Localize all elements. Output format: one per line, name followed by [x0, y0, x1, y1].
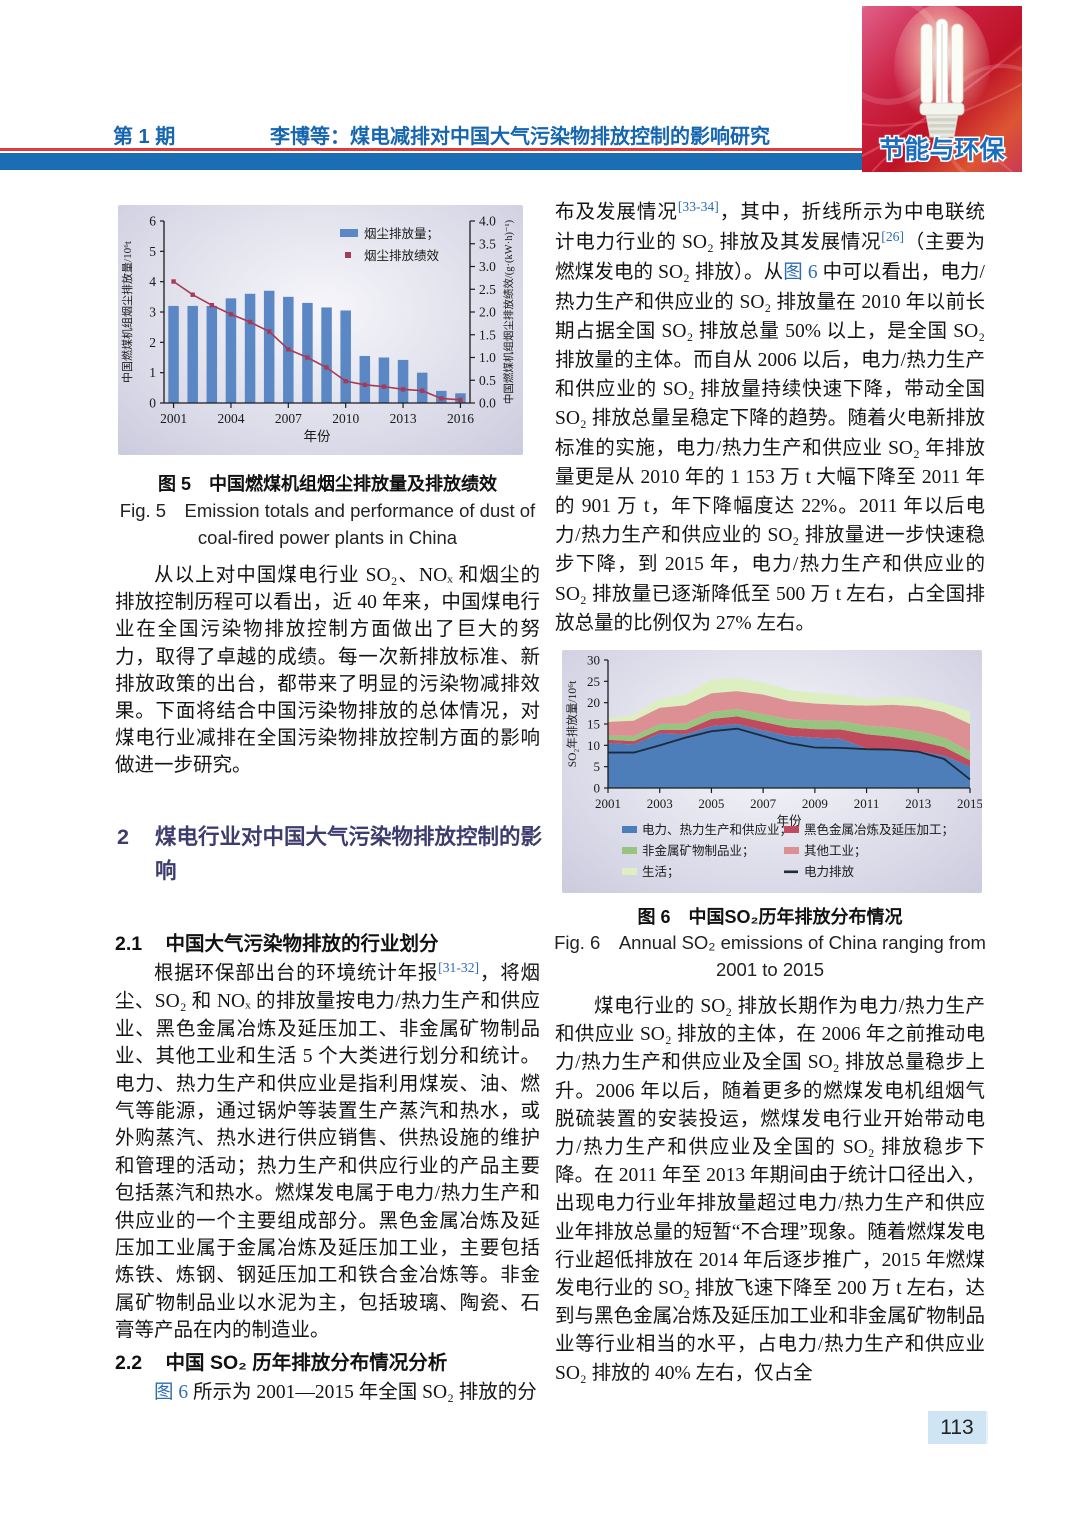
paragraph: 图 6 所示为 2001—2015 年全国 SO₂ 排放的分: [154, 1382, 537, 1403]
page-number: 113: [928, 1411, 988, 1444]
fig5-dust-emissions-chart: 0 1 2 3 4 5 6 0.0 0.5 1.0 1.5 2.0 2.5 3.0 3.5 4.0 2001 20…: [120, 214, 515, 445]
svg-text:6: 6: [149, 214, 156, 229]
section-2-heading: 2 煤电行业对中国大气污染物排放控制的影响: [115, 820, 555, 888]
svg-text:SO₂年排放量/10⁶t: SO₂年排放量/10⁶t: [565, 680, 579, 767]
section-2-1-title: 中国大气污染物排放的行业划分: [165, 933, 439, 955]
svg-text:30: 30: [587, 653, 600, 668]
svg-text:2007: 2007: [750, 796, 777, 811]
svg-text:1: 1: [149, 365, 156, 380]
citation-link[interactable]: [33-34]: [677, 198, 719, 214]
svg-text:中国燃煤机组烟尘排放绩效/(g·(kW·h)⁻¹): 中国燃煤机组烟尘排放绩效/(g·(kW·h)⁻¹): [502, 219, 515, 404]
svg-text:电力排放: 电力排放: [804, 864, 855, 879]
svg-text:中国燃煤机组烟尘排放量/10⁶t: 中国燃煤机组烟尘排放量/10⁶t: [120, 241, 134, 383]
svg-text:其他工业；: 其他工业；: [804, 844, 867, 858]
logo-text: 节能与环保: [879, 135, 1005, 164]
svg-text:15: 15: [587, 717, 600, 732]
section-2-2-heading: 2.2 中国 SO₂ 历年排放分布情况分析: [115, 1346, 447, 1375]
fig6-so2-emissions-chart: 0 5 10 15 20 25 30 2001 2003 2005 2007 2009 2011 2013…: [565, 653, 983, 880]
svg-text:2007: 2007: [275, 411, 302, 426]
figure5: 0 1 2 3 4 5 6 0.0 0.5 1.0 1.5 2.0 2.5 3.0 3.5 4.0 2001 20…: [118, 205, 523, 455]
svg-text:2009: 2009: [802, 796, 828, 811]
svg-text:黑色金属冶炼及延压加工；: 黑色金属冶炼及延压加工；: [804, 822, 954, 837]
svg-text:生活；: 生活；: [642, 865, 680, 879]
paragraph: 煤电行业的 SO₂ 排放长期作为电力/热力生产和供应业 SO₂ 排放的主体，在 …: [555, 996, 985, 1384]
svg-text:5: 5: [594, 759, 601, 774]
paragraph: 从以上对中国煤电行业 SO₂、NOₓ 和烟尘的排放控制历程可以看出，近 40 年…: [115, 565, 540, 777]
section-2-2-number: 2.2: [115, 1352, 143, 1374]
svg-text:年份: 年份: [776, 814, 802, 828]
header-blue-rule: [0, 153, 865, 170]
paragraph: 布及发展情况[33-34]，其中，折线所示为中电联统计电力行业的 SO₂ 排放及…: [555, 198, 985, 634]
svg-text:2013: 2013: [905, 796, 931, 811]
svg-text:2001: 2001: [160, 411, 187, 426]
svg-text:1.0: 1.0: [479, 350, 496, 365]
svg-text:2004: 2004: [217, 411, 244, 426]
svg-text:烟尘排放绩效: 烟尘排放绩效: [364, 248, 440, 263]
running-title: 李博等：煤电减排对中国大气污染物排放控制的影响研究: [270, 126, 770, 148]
fig6-caption-en: Fig. 6 Annual SO₂ emissions of China ran…: [554, 932, 986, 980]
journal-issue: 第 1 期: [113, 126, 176, 148]
svg-text:2.5: 2.5: [479, 282, 496, 297]
paragraph: 根据环保部出台的环境统计年报[31-32]，将烟尘、SO₂ 和 NOₓ 的排放量…: [115, 959, 540, 1342]
fig6-caption-zh: 图 6 中国SO₂历年排放分布情况: [637, 907, 903, 927]
svg-text:4: 4: [149, 274, 156, 289]
svg-text:1.5: 1.5: [479, 327, 496, 342]
svg-text:10: 10: [587, 738, 600, 753]
section-2-title: 煤电行业对中国大气污染物排放控制的影响: [155, 825, 543, 883]
svg-text:2005: 2005: [698, 796, 724, 811]
svg-text:2015: 2015: [957, 796, 982, 811]
svg-text:2003: 2003: [647, 796, 673, 811]
svg-text:2.0: 2.0: [479, 305, 496, 320]
svg-text:3: 3: [149, 305, 156, 320]
svg-text:2011: 2011: [854, 796, 880, 811]
svg-text:25: 25: [587, 674, 600, 689]
section-2-1-heading: 2.1 中国大气污染物排放的行业划分: [115, 927, 439, 956]
section-2-number: 2: [117, 825, 129, 849]
svg-text:2013: 2013: [390, 411, 417, 426]
citation-link[interactable]: [31-32]: [438, 959, 480, 975]
figure-reference[interactable]: 图 6: [154, 1382, 189, 1403]
svg-text:0.5: 0.5: [479, 373, 496, 388]
svg-text:非金属矿物制品业；: 非金属矿物制品业；: [642, 843, 755, 858]
figure6: 0 5 10 15 20 25 30 2001 2003 2005 2007 2009 2011 2013…: [562, 650, 983, 893]
svg-text:20: 20: [587, 695, 600, 710]
fig5-caption-en: Fig. 5 Emission totals and performance o…: [119, 500, 536, 548]
svg-text:3.5: 3.5: [479, 236, 496, 251]
svg-text:烟尘排放量；: 烟尘排放量；: [364, 226, 439, 241]
journal-logo: 节能与环保: [833, 0, 1064, 188]
svg-text:2010: 2010: [332, 411, 359, 426]
svg-text:2: 2: [149, 335, 156, 350]
svg-text:0: 0: [149, 396, 156, 411]
svg-text:2016: 2016: [447, 411, 474, 426]
svg-text:3.0: 3.0: [479, 259, 496, 274]
svg-text:2001: 2001: [595, 796, 621, 811]
header-red-rule: [0, 148, 865, 151]
svg-text:电力、热力生产和供应业；: 电力、热力生产和供应业；: [642, 822, 792, 837]
svg-text:4.0: 4.0: [479, 214, 496, 229]
fig5-caption-zh: 图 5 中国燃煤机组烟尘排放量及排放绩效: [157, 474, 497, 494]
svg-text:5: 5: [149, 244, 156, 259]
section-2-1-number: 2.1: [115, 933, 143, 955]
cfl-bulb-logo-image: 节能与环保: [833, 0, 1064, 188]
svg-text:0: 0: [594, 781, 601, 796]
citation-link[interactable]: [26]: [881, 228, 905, 244]
figure-reference[interactable]: 图 6: [783, 262, 818, 284]
svg-text:年份: 年份: [304, 429, 331, 444]
section-2-2-title: 中国 SO₂ 历年排放分布情况分析: [165, 1352, 448, 1374]
svg-text:0.0: 0.0: [479, 396, 496, 411]
